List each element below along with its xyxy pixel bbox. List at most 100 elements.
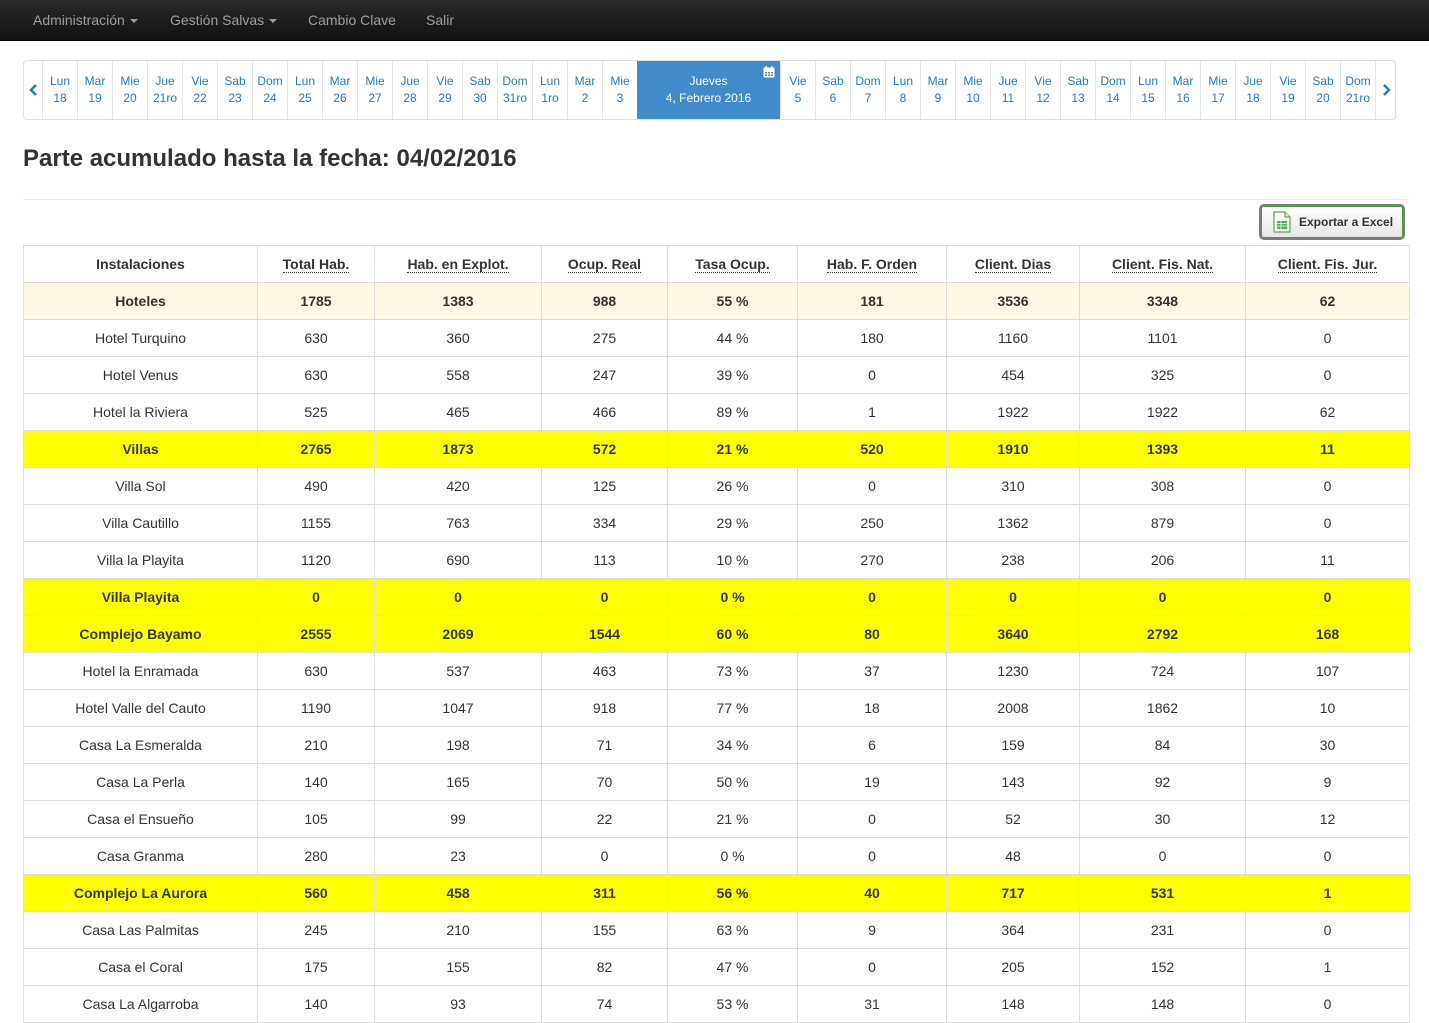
value-cell: 99: [374, 800, 542, 838]
date-cell[interactable]: Mie 3: [602, 61, 637, 119]
date-cell[interactable]: Dom 24: [252, 61, 287, 119]
value-cell: 630: [257, 652, 375, 690]
date-weekday: Lun: [294, 74, 316, 88]
value-cell: 44 %: [667, 319, 798, 357]
column-header-label: Ocup. Real: [567, 256, 642, 273]
nav-link-cambio-clave[interactable]: Cambio Clave: [308, 12, 396, 28]
date-cell[interactable]: Vie 19: [1270, 61, 1305, 119]
value-cell: 630: [257, 356, 375, 394]
date-cell[interactable]: Sab 13: [1060, 61, 1095, 119]
value-cell: 77 %: [667, 689, 798, 727]
table-row: Casa La Algarroba 140 93 74 53 % 31 148 148 0: [23, 985, 1410, 1023]
date-cell[interactable]: Lun 18: [42, 61, 77, 119]
date-cell[interactable]: Dom 14: [1095, 61, 1130, 119]
value-cell: 143: [946, 763, 1080, 801]
installation-name-cell: Casa La Perla: [23, 763, 258, 801]
date-cell[interactable]: Mie 27: [357, 61, 392, 119]
value-cell: 1873: [374, 430, 542, 468]
column-header-client-fis-jur[interactable]: Client. Fis. Jur.: [1245, 245, 1410, 283]
value-cell: 210: [257, 726, 375, 764]
date-cell[interactable]: Lun 1ro: [532, 61, 567, 119]
date-weekday: Mie: [963, 74, 983, 88]
value-cell: 520: [797, 430, 947, 468]
installation-name-cell: Hotel Valle del Cauto: [23, 689, 258, 727]
value-cell: 918: [541, 689, 668, 727]
prev-dates-button[interactable]: [24, 61, 42, 119]
date-cell[interactable]: Lun 8: [885, 61, 920, 119]
divider: [23, 199, 1409, 200]
date-cell[interactable]: Sab 20: [1305, 61, 1340, 119]
date-weekday: Jue: [155, 74, 175, 88]
value-cell: 0: [1245, 837, 1410, 875]
nav-menu-gestion-salvas[interactable]: Gestión Salvas: [170, 12, 278, 28]
selected-date-cell[interactable]: Jueves 4, Febrero 2016: [637, 61, 780, 119]
value-cell: 3640: [946, 615, 1080, 653]
date-cell[interactable]: Jue 21ro: [147, 61, 182, 119]
date-cell[interactable]: Sab 23: [217, 61, 252, 119]
date-cell[interactable]: Dom 7: [850, 61, 885, 119]
value-cell: 1047: [374, 689, 542, 727]
date-cell[interactable]: Mar 19: [77, 61, 112, 119]
date-cell[interactable]: Mar 16: [1165, 61, 1200, 119]
chevron-right-icon: [1382, 84, 1391, 96]
column-header-ocup-real[interactable]: Ocup. Real: [541, 245, 668, 283]
date-cell[interactable]: Vie 22: [182, 61, 217, 119]
date-cell[interactable]: Lun 25: [287, 61, 322, 119]
date-cell[interactable]: Vie 5: [780, 61, 815, 119]
date-cell[interactable]: Sab 30: [462, 61, 497, 119]
date-cell[interactable]: Vie 29: [427, 61, 462, 119]
date-cell[interactable]: Mar 26: [322, 61, 357, 119]
date-number: 30: [473, 91, 487, 105]
value-cell: 0: [1245, 356, 1410, 394]
table-body: Hoteles 1785 1383 988 55 % 181 3536 3348 62 Hotel…: [23, 282, 1410, 1023]
column-header-hab-f-orden[interactable]: Hab. F. Orden: [797, 245, 947, 283]
date-weekday: Mar: [84, 74, 106, 88]
column-header-client-fis-nat[interactable]: Client. Fis. Nat.: [1079, 245, 1246, 283]
value-cell: 181: [797, 282, 947, 320]
column-header-hab-en-explot[interactable]: Hab. en Explot.: [374, 245, 542, 283]
date-cell[interactable]: Mie 20: [112, 61, 147, 119]
date-number: 28: [403, 91, 417, 105]
date-cell[interactable]: Jue 28: [392, 61, 427, 119]
table-row: Casa Las Palmitas 245 210 155 63 % 9 364 231 0: [23, 911, 1410, 949]
value-cell: 11: [1245, 541, 1410, 579]
calendar-icon[interactable]: [763, 66, 775, 78]
value-cell: 168: [1245, 615, 1410, 653]
nav-link-salir[interactable]: Salir: [426, 12, 454, 28]
next-dates-button[interactable]: [1377, 61, 1395, 119]
date-number: 6: [829, 91, 837, 105]
date-cell[interactable]: Sab 6: [815, 61, 850, 119]
date-cell[interactable]: Mar 9: [920, 61, 955, 119]
date-cell[interactable]: Mie 10: [955, 61, 990, 119]
value-cell: 1: [797, 393, 947, 431]
date-weekday: Mie: [610, 74, 630, 88]
date-cell[interactable]: Mar 2: [567, 61, 602, 119]
value-cell: 325: [1079, 356, 1246, 394]
column-header-tasa-ocup[interactable]: Tasa Ocup.: [667, 245, 798, 283]
date-weekday: Jue: [400, 74, 420, 88]
table-row: Villa Cautillo 1155 763 334 29 % 250 1362 879 0: [23, 504, 1410, 542]
value-cell: 1: [1245, 874, 1410, 912]
export-excel-button[interactable]: Exportar a Excel: [1259, 204, 1405, 240]
date-cell[interactable]: Vie 12: [1025, 61, 1060, 119]
value-cell: 458: [374, 874, 542, 912]
date-cell[interactable]: Jue 11: [990, 61, 1025, 119]
column-header-client-dias[interactable]: Client. Dias: [946, 245, 1080, 283]
installation-name-cell: Villa Cautillo: [23, 504, 258, 542]
nav-menu-administracion[interactable]: Administración: [33, 12, 138, 28]
date-cell[interactable]: Lun 15: [1130, 61, 1165, 119]
column-header-total-hab[interactable]: Total Hab.: [257, 245, 375, 283]
date-weekday: Lun: [892, 74, 914, 88]
value-cell: 2069: [374, 615, 542, 653]
date-cell[interactable]: Mie 17: [1200, 61, 1235, 119]
value-cell: 152: [1079, 948, 1246, 986]
value-cell: 34 %: [667, 726, 798, 764]
date-cell[interactable]: Jue 18: [1235, 61, 1270, 119]
value-cell: 107: [1245, 652, 1410, 690]
value-cell: 63 %: [667, 911, 798, 949]
date-cell[interactable]: Dom 31ro: [497, 61, 532, 119]
date-cell[interactable]: Dom 21ro: [1340, 61, 1375, 119]
date-weekday: Jue: [1243, 74, 1263, 88]
value-cell: 0: [1245, 578, 1410, 616]
value-cell: 572: [541, 430, 668, 468]
